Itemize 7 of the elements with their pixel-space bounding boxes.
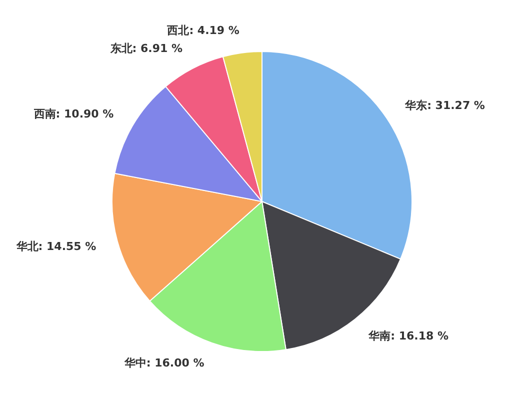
slice-label: 华东: 31.27 % (404, 99, 485, 112)
slice-label: 西北: 4.19 % (166, 24, 240, 37)
slice-label: 华北: 14.55 % (15, 240, 96, 254)
slice-label: 东北: 6.91 % (109, 42, 183, 55)
slice-label: 华南: 16.18 % (368, 329, 448, 342)
slice-label: 西南: 10.90 % (32, 107, 114, 120)
slice-label: 华中: 16.00 % (123, 356, 204, 370)
